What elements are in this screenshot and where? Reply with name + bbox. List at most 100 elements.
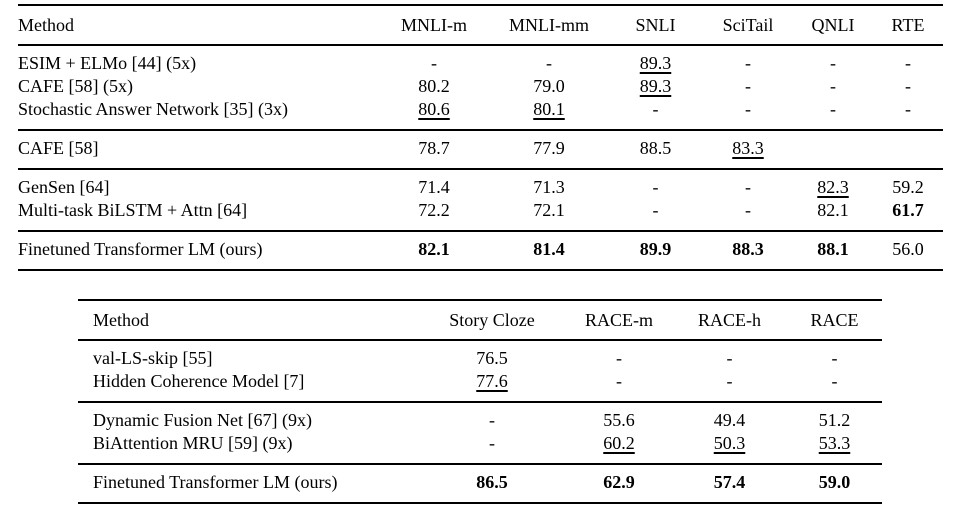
score-value: 77.6 bbox=[476, 371, 508, 391]
table-row: Hidden Coherence Model [7] 77.6 - - - bbox=[78, 370, 882, 402]
value-cell: - bbox=[873, 98, 943, 130]
value-cell: 88.3 bbox=[703, 231, 793, 270]
value-cell: - bbox=[608, 199, 703, 231]
score-value: 77.9 bbox=[533, 138, 565, 158]
value-cell: 77.6 bbox=[418, 370, 566, 402]
no-result-dash: - bbox=[489, 433, 495, 453]
table-header: Method Story Cloze RACE-m RACE-h RACE bbox=[78, 300, 882, 340]
value-cell bbox=[793, 130, 873, 169]
no-result-dash: - bbox=[546, 53, 552, 73]
method-cell: Stochastic Answer Network [35] (3x) bbox=[18, 99, 288, 119]
value-cell: - bbox=[703, 75, 793, 98]
value-cell: - bbox=[672, 340, 787, 370]
score-value: 79.0 bbox=[533, 76, 565, 96]
no-result-dash: - bbox=[905, 53, 911, 73]
value-cell: - bbox=[703, 199, 793, 231]
table-section: ESIM + ELMo [44] (5x) - -89.3- - - CAFE [58] … bbox=[18, 45, 943, 130]
method-cell: Dynamic Fusion Net [67] (9x) bbox=[93, 410, 312, 430]
value-cell: 86.5 bbox=[418, 464, 566, 503]
value-cell: 79.0 bbox=[490, 75, 608, 98]
method-cell: Finetuned Transformer LM (ours) bbox=[18, 239, 263, 259]
column-header-mnli-mm: MNLI-mm bbox=[509, 15, 589, 35]
value-cell: 82.1 bbox=[793, 199, 873, 231]
method-cell: val-LS-skip [55] bbox=[93, 348, 213, 368]
score-value: 80.1 bbox=[533, 99, 565, 119]
value-cell: - bbox=[566, 340, 672, 370]
value-cell: 57.4 bbox=[672, 464, 787, 503]
value-cell: 80.1 bbox=[490, 98, 608, 130]
no-result-dash: - bbox=[905, 76, 911, 96]
column-header-method: Method bbox=[18, 15, 74, 35]
column-header-snli: SNLI bbox=[635, 15, 676, 35]
score-value: 61.7 bbox=[892, 200, 924, 220]
score-value: 51.2 bbox=[818, 410, 851, 430]
value-cell: - bbox=[787, 340, 882, 370]
score-value: 59.2 bbox=[892, 177, 924, 197]
value-cell: 59.0 bbox=[787, 464, 882, 503]
value-cell: - bbox=[608, 169, 703, 199]
score-value: 88.5 bbox=[639, 138, 672, 158]
table-row: BiAttention MRU [59] (9x) - 60.2 50.3 53.3 bbox=[78, 432, 882, 464]
table-row: ESIM + ELMo [44] (5x) - - 89.3 - - - bbox=[18, 45, 943, 75]
score-value: 72.2 bbox=[418, 200, 450, 220]
value-cell: - bbox=[418, 432, 566, 464]
value-cell: 60.2 bbox=[566, 432, 672, 464]
score-value: 71.4 bbox=[418, 177, 450, 197]
column-header-race: RACE bbox=[810, 310, 859, 330]
score-value: 56.0 bbox=[892, 239, 924, 259]
story-cloze-race-results-table: Method Story Cloze RACE-m RACE-h RACE val-LS-… bbox=[78, 299, 882, 504]
column-header-race-h: RACE-h bbox=[698, 310, 761, 330]
score-value: 60.2 bbox=[603, 433, 635, 453]
value-cell: 51.2 bbox=[787, 402, 882, 432]
no-result-dash: - bbox=[745, 53, 751, 73]
value-cell: - bbox=[490, 45, 608, 75]
column-header-scitail: SciTail bbox=[722, 15, 774, 35]
column-header-qnli: QNLI bbox=[811, 15, 855, 35]
value-cell: - bbox=[873, 75, 943, 98]
no-result-dash: - bbox=[905, 99, 911, 119]
value-cell: 89.3 bbox=[608, 75, 703, 98]
score-value: 59.0 bbox=[818, 472, 851, 492]
method-cell: GenSen [64] bbox=[18, 177, 110, 197]
score-value: 89.9 bbox=[639, 239, 672, 259]
value-cell bbox=[873, 130, 943, 169]
value-cell: - bbox=[703, 45, 793, 75]
no-result-dash: - bbox=[726, 371, 733, 391]
table-section: CAFE [58] 78.7 77.9 88.5 83.3 bbox=[18, 130, 943, 169]
table-row: Stochastic Answer Network [35] (3x) 80.6 8… bbox=[18, 98, 943, 130]
value-cell: 55.6 bbox=[566, 402, 672, 432]
table-section: val-LS-skip [55] 76.5- - - Hidden Coherence … bbox=[78, 340, 882, 402]
value-cell: 71.4 bbox=[378, 169, 490, 199]
value-cell: - bbox=[793, 45, 873, 75]
no-result-dash: - bbox=[745, 76, 751, 96]
no-result-dash: - bbox=[745, 200, 751, 220]
score-value: 76.5 bbox=[476, 348, 508, 368]
header-row: Method MNLI-m MNLI-mm SNLI SciTail QNLI RTE bbox=[18, 5, 943, 45]
no-result-dash: - bbox=[745, 99, 751, 119]
score-value: 71.3 bbox=[533, 177, 565, 197]
value-cell: 53.3 bbox=[787, 432, 882, 464]
value-cell: 89.9 bbox=[608, 231, 703, 270]
nli-results-table: Method MNLI-m MNLI-mm SNLI SciTail QNLI RTE ESI… bbox=[18, 4, 943, 271]
value-cell: - bbox=[378, 45, 490, 75]
value-cell: 82.3 bbox=[793, 169, 873, 199]
results-table-story-cloze-race: Method Story Cloze RACE-m RACE-h RACE val-LS-… bbox=[78, 299, 882, 504]
value-cell: 78.7 bbox=[378, 130, 490, 169]
header-row: Method Story Cloze RACE-m RACE-h RACE bbox=[78, 300, 882, 340]
no-result-dash: - bbox=[652, 99, 659, 119]
table-row: Finetuned Transformer LM (ours) 86.5 62.9 5… bbox=[78, 464, 882, 503]
score-value: 62.9 bbox=[603, 472, 635, 492]
column-header-mnli-m: MNLI-m bbox=[401, 15, 467, 35]
no-result-dash: - bbox=[652, 177, 659, 197]
value-cell: - bbox=[793, 98, 873, 130]
score-value: 50.3 bbox=[713, 433, 746, 453]
method-cell: CAFE [58] (5x) bbox=[18, 76, 133, 96]
value-cell: 71.3 bbox=[490, 169, 608, 199]
score-value: 82.1 bbox=[418, 239, 450, 259]
value-cell: 80.2 bbox=[378, 75, 490, 98]
value-cell: 88.5 bbox=[608, 130, 703, 169]
table-section: GenSen [64] 71.4 71.3- -82.3 59.2 Multi-task … bbox=[18, 169, 943, 231]
value-cell: - bbox=[787, 370, 882, 402]
value-cell: 72.2 bbox=[378, 199, 490, 231]
